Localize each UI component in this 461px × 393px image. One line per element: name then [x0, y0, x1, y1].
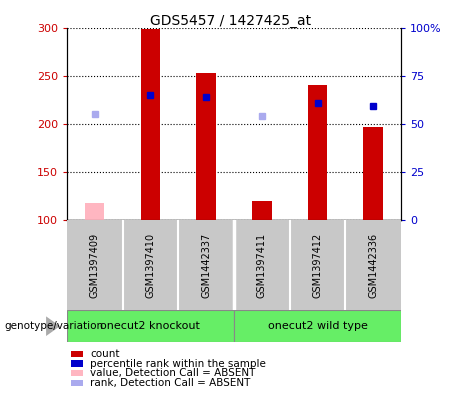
Text: onecut2 knockout: onecut2 knockout: [100, 321, 201, 331]
Text: GDS5457 / 1427425_at: GDS5457 / 1427425_at: [150, 14, 311, 28]
Text: GSM1397411: GSM1397411: [257, 233, 267, 298]
Text: GSM1397410: GSM1397410: [145, 233, 155, 298]
Bar: [85, 203, 105, 220]
Text: count: count: [90, 349, 119, 359]
Polygon shape: [46, 316, 60, 336]
Bar: [308, 85, 327, 220]
Bar: [67, 310, 234, 342]
Bar: [234, 310, 401, 342]
Bar: [252, 201, 272, 220]
Text: GSM1442337: GSM1442337: [201, 233, 211, 298]
Bar: [141, 29, 160, 220]
Text: GSM1397409: GSM1397409: [90, 233, 100, 298]
Text: genotype/variation: genotype/variation: [5, 321, 104, 331]
Text: onecut2 wild type: onecut2 wild type: [267, 321, 367, 331]
Bar: [196, 73, 216, 220]
Text: value, Detection Call = ABSENT: value, Detection Call = ABSENT: [90, 368, 255, 378]
Text: GSM1397412: GSM1397412: [313, 233, 323, 298]
Text: rank, Detection Call = ABSENT: rank, Detection Call = ABSENT: [90, 378, 250, 388]
Bar: [363, 127, 383, 220]
Text: GSM1442336: GSM1442336: [368, 233, 378, 298]
Text: percentile rank within the sample: percentile rank within the sample: [90, 358, 266, 369]
